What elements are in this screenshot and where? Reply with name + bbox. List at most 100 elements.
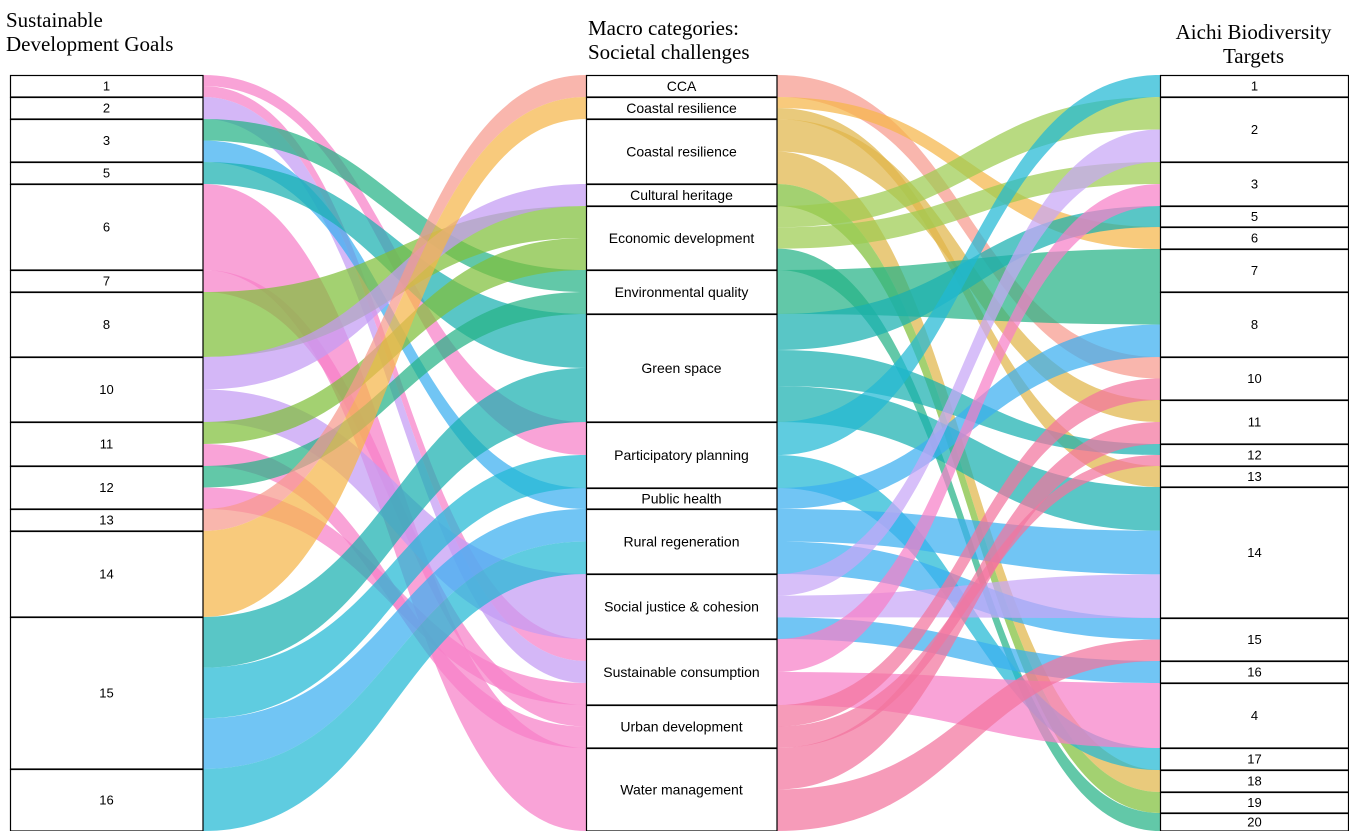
middle-column-header: Macro categories: Societal challenges <box>588 16 750 64</box>
aichi-node-label: 10 <box>1247 371 1261 386</box>
sdg-node: 2 <box>9 96 204 120</box>
sdg-to-challenge-flow-band <box>203 509 586 769</box>
aichi-node-label: 1 <box>1251 79 1258 94</box>
sdg-node-box <box>9 616 204 770</box>
aichi-node-label: 16 <box>1247 665 1261 680</box>
sdg-node: 13 <box>9 508 204 532</box>
aichi-node: 6 <box>1159 226 1349 250</box>
aichi-node: 16 <box>1159 660 1349 684</box>
sdg-node-label: 10 <box>99 382 113 397</box>
challenge-node: Urban development <box>585 704 778 749</box>
challenge-node-label: Urban development <box>620 719 742 735</box>
challenge-node-label: Participatory planning <box>614 447 749 463</box>
aichi-node: 1 <box>1159 74 1349 98</box>
challenge-node: Coastal resilience <box>585 96 778 120</box>
sdg-node: 5 <box>9 161 204 185</box>
sdg-node-label: 13 <box>99 513 113 528</box>
challenge-to-aichi-flow-band <box>777 206 1160 350</box>
sdg-node-box <box>9 291 204 358</box>
left-column-header: Sustainable Development Goals <box>6 8 173 56</box>
challenge-node-label: CCA <box>667 78 697 94</box>
aichi-node-label: 20 <box>1247 815 1261 830</box>
challenge-node: Environmental quality <box>585 269 778 315</box>
aichi-node-box <box>1159 617 1349 662</box>
sdg-node: 10 <box>9 356 204 423</box>
aichi-node-label: 12 <box>1247 448 1261 463</box>
sdg-node-box <box>9 183 204 271</box>
sdg-node-box <box>9 530 204 618</box>
sdg-node: 16 <box>9 768 204 831</box>
sdg-to-challenge-flow-band <box>203 541 586 831</box>
sdg-node: 12 <box>9 465 204 510</box>
sdg-node-label: 16 <box>99 793 113 808</box>
aichi-node-label: 13 <box>1247 469 1261 484</box>
challenge-node-label: Green space <box>641 360 721 376</box>
sdg-node: 7 <box>9 269 204 293</box>
challenge-node-box <box>585 205 778 271</box>
challenge-node: Social justice & cohesion <box>585 573 778 640</box>
aichi-node-label: 3 <box>1251 177 1258 192</box>
aichi-node-label: 4 <box>1251 708 1258 723</box>
aichi-node-box <box>1159 248 1349 293</box>
sdg-node-box <box>9 768 204 831</box>
aichi-node: 20 <box>1159 812 1349 831</box>
challenge-node-label: Rural regeneration <box>624 534 740 550</box>
challenge-node-box <box>585 118 778 185</box>
aichi-node: 15 <box>1159 617 1349 662</box>
sdg-to-challenge-flow-band <box>203 86 586 661</box>
challenge-node: CCA <box>585 74 778 98</box>
aichi-node: 12 <box>1159 443 1349 467</box>
challenge-to-aichi-flow-band <box>777 75 1160 455</box>
sdg-node-label: 14 <box>99 567 113 582</box>
aichi-node-label: 14 <box>1247 545 1261 560</box>
challenge-node-box <box>585 421 778 489</box>
challenge-node: Rural regeneration <box>585 508 778 575</box>
aichi-node-label: 11 <box>1248 415 1262 430</box>
flow-bands <box>203 75 1160 831</box>
challenge-node: Public health <box>585 487 778 510</box>
challenge-to-aichi-flow-band <box>777 350 1160 455</box>
aichi-node-box <box>1159 356 1349 401</box>
aichi-node: 14 <box>1159 486 1349 619</box>
challenge-to-aichi-flow-band <box>777 422 1160 790</box>
challenge-node-label: Public health <box>641 491 721 507</box>
sdg-node-label: 6 <box>103 220 110 235</box>
challenge-node-label: Environmental quality <box>615 284 749 300</box>
sdg-node: 8 <box>9 291 204 358</box>
challenge-node: Water management <box>585 747 778 831</box>
sdg-to-challenge-flow-band <box>203 97 586 617</box>
challenge-to-aichi-flow-band <box>777 184 1160 813</box>
challenge-node-box <box>585 313 778 423</box>
challenge-node: Sustainable consumption <box>585 638 778 706</box>
sdg-to-challenge-flow-band <box>203 75 586 531</box>
challenge-node-box <box>585 704 778 749</box>
sdg-node: 1 <box>9 74 204 98</box>
sdg-node-label: 7 <box>103 274 110 289</box>
aichi-node-box <box>1159 291 1349 358</box>
challenge-to-aichi-flow-band <box>777 184 1160 672</box>
challenge-node-box <box>585 508 778 575</box>
aichi-node: 7 <box>1159 248 1349 293</box>
sdg-node: 11 <box>9 421 204 467</box>
challenge-node: Participatory planning <box>585 421 778 489</box>
sdg-to-challenge-flow-band <box>203 455 586 719</box>
aichi-node: 11 <box>1159 399 1349 445</box>
challenge-node-box <box>585 747 778 831</box>
sdg-to-challenge-flow-band <box>203 119 586 292</box>
challenge-to-aichi-flow-band <box>777 129 1160 596</box>
aichi-node-label: 15 <box>1247 632 1261 647</box>
challenge-to-aichi-flow-band <box>777 639 1160 831</box>
aichi-node-label: 5 <box>1251 209 1258 224</box>
challenge-to-aichi-flow-band <box>777 292 1160 325</box>
left-header-line2: Development Goals <box>6 32 174 56</box>
aichi-node: 3 <box>1159 161 1349 207</box>
challenge-node: Economic development <box>585 205 778 271</box>
sdg-node: 15 <box>9 616 204 770</box>
challenge-node-label: Cultural heritage <box>630 187 733 203</box>
challenge-node-box <box>585 573 778 640</box>
sdg-node-box <box>9 356 204 423</box>
aichi-node-label: 6 <box>1251 231 1258 246</box>
aichi-node: 17 <box>1159 747 1349 771</box>
sdg-node: 14 <box>9 530 204 618</box>
